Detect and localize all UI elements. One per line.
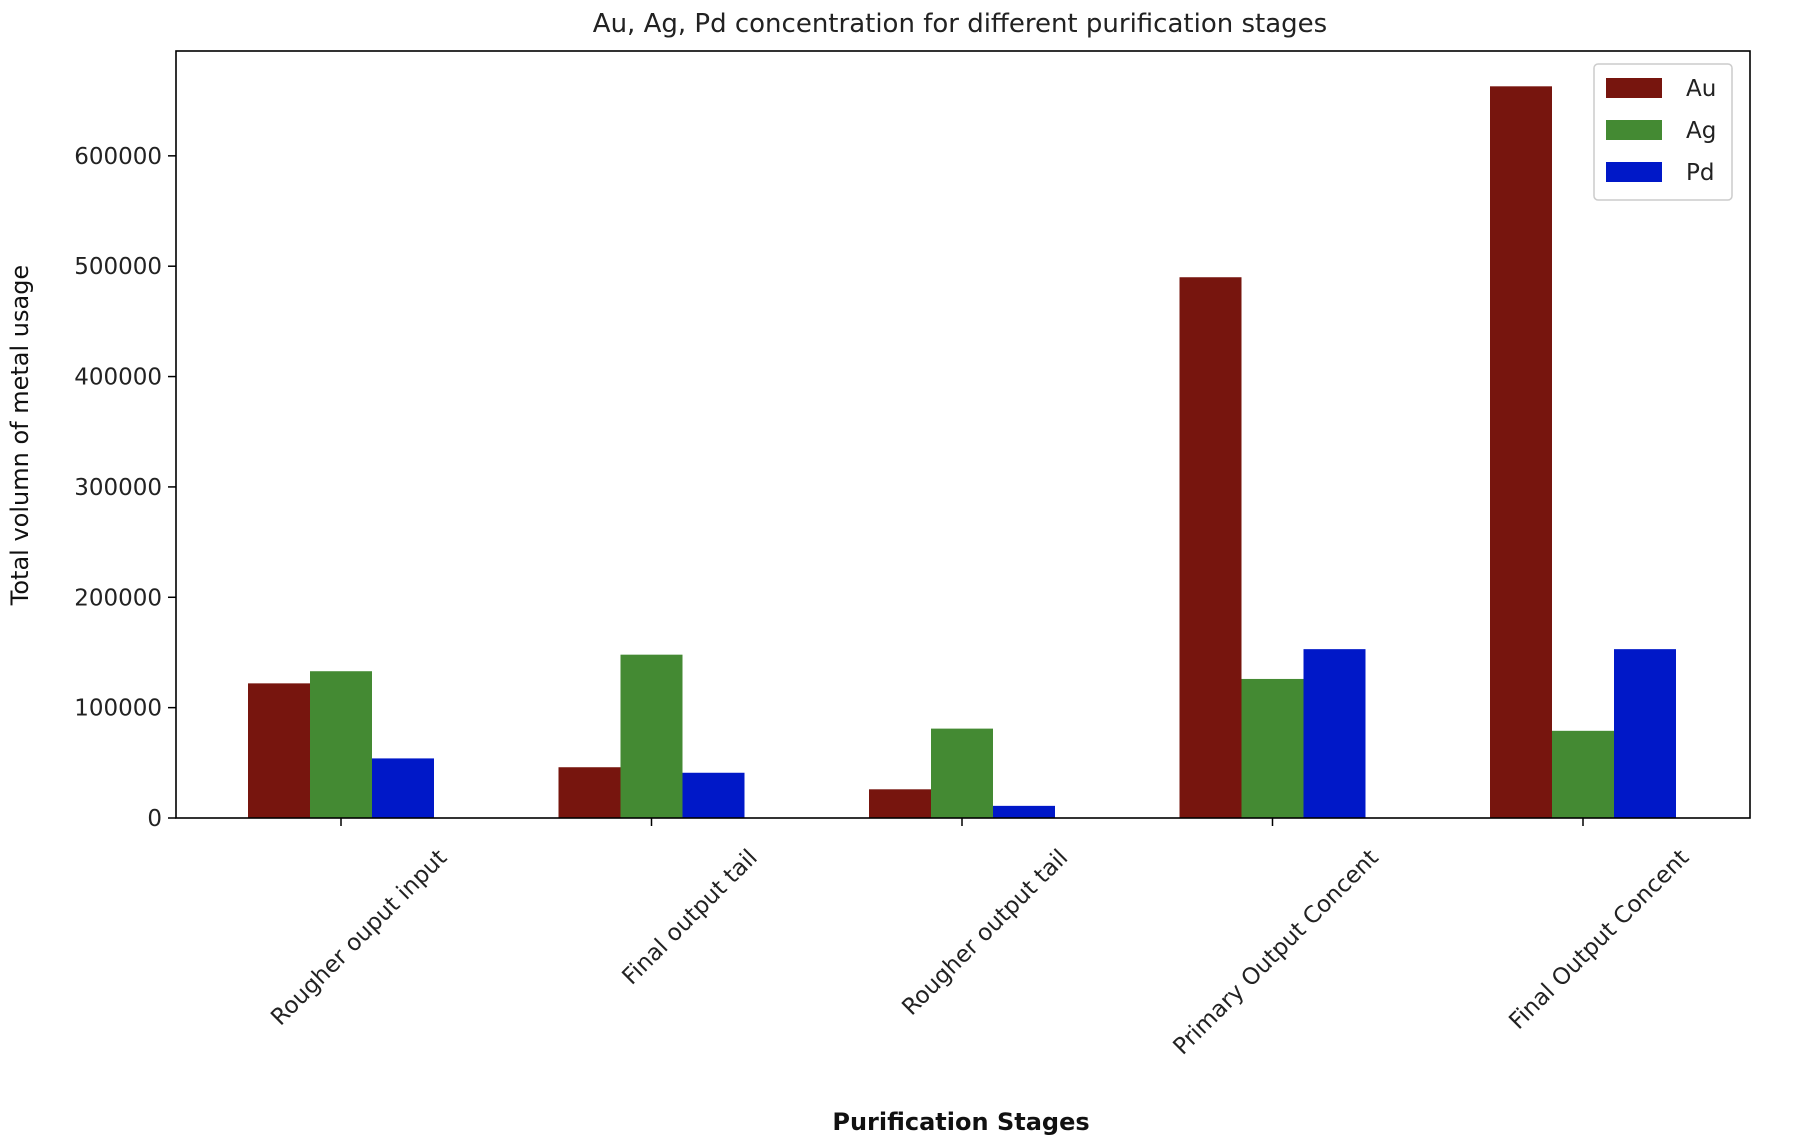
x-tick-label: Final output tail: [618, 845, 763, 990]
bar-au-0: [248, 683, 310, 818]
legend-label-ag: Ag: [1686, 118, 1716, 144]
bar-pd-0: [372, 758, 434, 818]
legend-swatch-au: [1606, 78, 1662, 98]
bar-pd-3: [1303, 649, 1366, 818]
y-tick-label: 0: [147, 806, 162, 832]
y-tick-label: 300000: [74, 475, 162, 501]
bar-au-3: [1179, 277, 1242, 818]
legend-label-pd: Pd: [1686, 160, 1714, 186]
x-tick-label: Final Output Concent: [1504, 845, 1694, 1035]
legend-swatch-pd: [1606, 162, 1662, 182]
bar-ag-1: [620, 654, 683, 818]
bar-pd-2: [993, 805, 1055, 818]
legend-label-au: Au: [1686, 76, 1716, 102]
y-tick-label: 500000: [74, 254, 162, 280]
y-tick-label: 400000: [74, 365, 162, 391]
bar-ag-3: [1241, 678, 1304, 818]
x-tick-label: Rougher output tail: [897, 845, 1073, 1021]
x-tick-label: Rougher ouput input: [266, 845, 452, 1031]
bar-pd-1: [682, 772, 745, 818]
bar-ag-2: [931, 728, 993, 818]
y-tick-label: 600000: [74, 144, 162, 170]
bar-ag-0: [310, 671, 372, 818]
x-tick-label: Primary Output Concent: [1168, 845, 1383, 1060]
x-axis-label: Purification Stages: [832, 1108, 1089, 1136]
bar-pd-4: [1614, 649, 1676, 818]
bar-au-1: [558, 767, 621, 818]
y-tick-label: 200000: [74, 585, 162, 611]
plot-frame: [175, 50, 1751, 819]
y-tick-label: 100000: [74, 696, 162, 722]
chart-title: Au, Ag, Pd concentration for different p…: [593, 9, 1327, 39]
legend-swatch-ag: [1606, 120, 1662, 140]
y-axis: 0 100000 200000 300000 400000 500000 600000: [74, 144, 176, 832]
bar-ag-4: [1552, 730, 1614, 818]
bar-au-4: [1490, 86, 1552, 818]
x-axis: Rougher ouput input Final output tail Roug…: [266, 818, 1694, 1060]
bar-au-2: [869, 789, 931, 818]
legend: Au Ag Pd: [1593, 63, 1733, 201]
y-axis-label: Total volumn of metal usage: [6, 265, 34, 606]
bars-group: [248, 86, 1676, 818]
